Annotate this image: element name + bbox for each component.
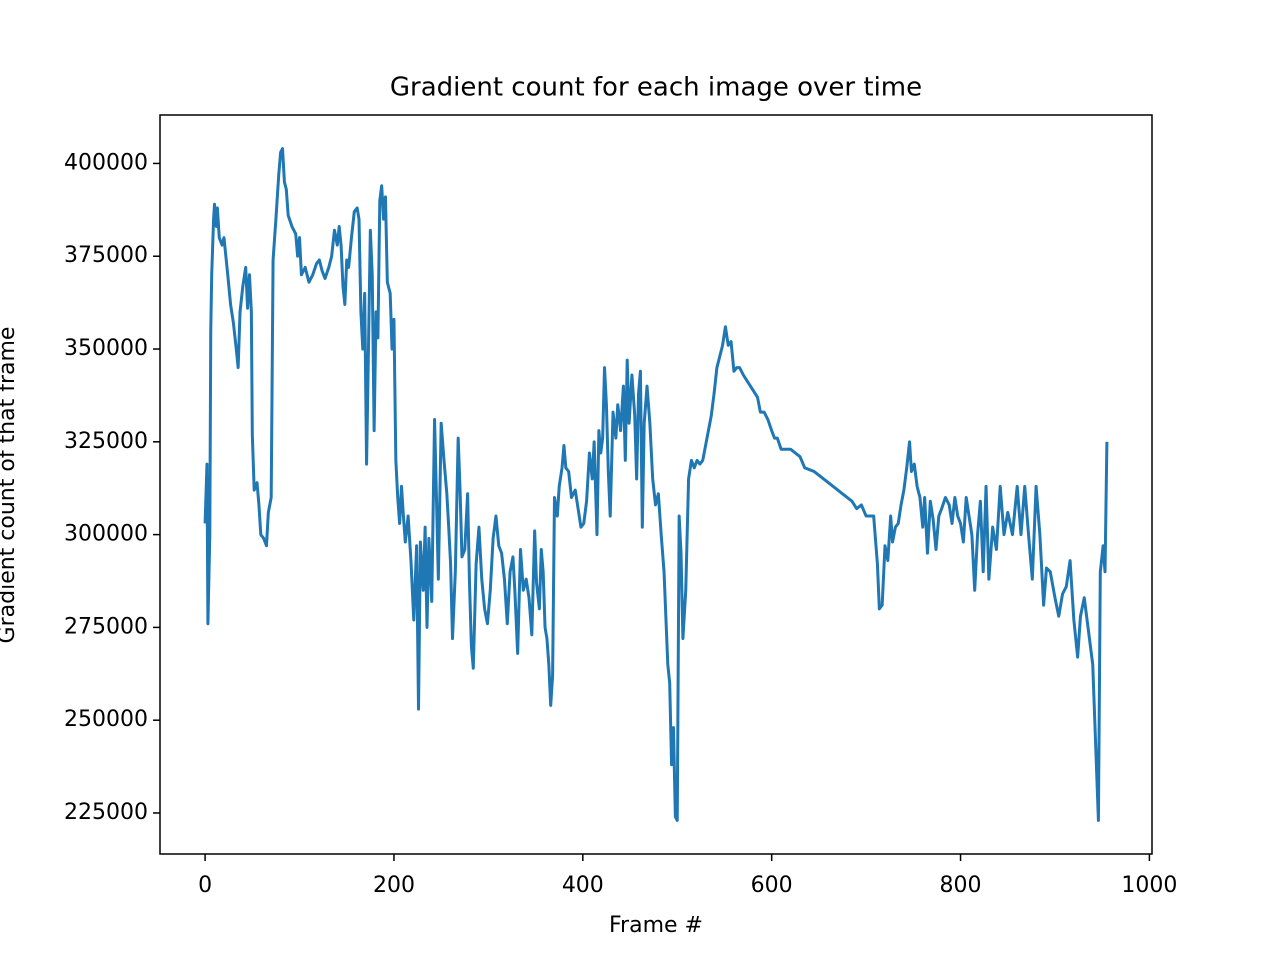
y-tick-label: 300000 [64, 522, 148, 547]
x-tick-label: 800 [940, 873, 982, 898]
y-axis-label: Gradient count of that frame [0, 327, 20, 644]
x-tick-label: 200 [373, 873, 415, 898]
y-tick-label: 225000 [64, 800, 148, 825]
x-tick-label: 0 [198, 873, 212, 898]
x-tick-label: 400 [562, 873, 604, 898]
plot-frame [159, 114, 1153, 855]
chart-title: Gradient count for each image over time [390, 73, 922, 103]
data-line [203, 147, 1109, 822]
x-axis-label: Frame # [609, 913, 703, 938]
y-tick-label: 325000 [64, 429, 148, 454]
y-tick-label: 275000 [64, 614, 148, 639]
x-tick-label: 1000 [1121, 873, 1177, 898]
x-tick-label: 600 [751, 873, 793, 898]
y-tick-label: 400000 [64, 150, 148, 175]
y-tick-label: 350000 [64, 336, 148, 361]
y-tick-label: 250000 [64, 707, 148, 732]
y-tick-label: 375000 [64, 243, 148, 268]
